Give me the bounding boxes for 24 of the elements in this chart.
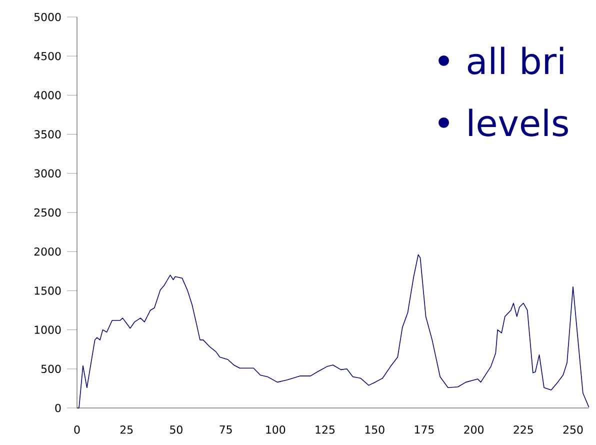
y-tick-label: 5000 bbox=[34, 12, 61, 22]
x-tick-label: 125 bbox=[316, 426, 335, 434]
x-tick-label: 50 bbox=[170, 426, 182, 434]
y-tick-label: 4500 bbox=[34, 52, 61, 60]
x-tick-label: 200 bbox=[464, 426, 484, 434]
x-tick-label: 175 bbox=[414, 426, 434, 434]
x-tick-label: 250 bbox=[563, 426, 583, 434]
y-tick-label: 0 bbox=[55, 404, 61, 412]
x-tick-label: 25 bbox=[120, 426, 133, 434]
y-tick-label: 2500 bbox=[34, 208, 61, 217]
y-tick-label: 500 bbox=[41, 364, 61, 374]
y-tick-label: 3000 bbox=[34, 169, 61, 178]
annotation: • levels bbox=[438, 108, 568, 136]
x-tick-label: 0 bbox=[74, 426, 80, 434]
x-tick-label: 75 bbox=[220, 426, 232, 434]
y-tick-label: 1500 bbox=[34, 286, 61, 295]
y-tick-label: 2000 bbox=[34, 247, 61, 256]
x-tick-label: 150 bbox=[365, 426, 384, 434]
y-tick-label: 1000 bbox=[34, 326, 61, 334]
x-tick-label: 225 bbox=[514, 426, 533, 434]
y-tick-label: 3500 bbox=[34, 130, 61, 138]
x-tick-label: 100 bbox=[266, 426, 286, 434]
annotation: • all bri bbox=[438, 46, 564, 74]
y-tick-label: 4000 bbox=[34, 91, 61, 100]
